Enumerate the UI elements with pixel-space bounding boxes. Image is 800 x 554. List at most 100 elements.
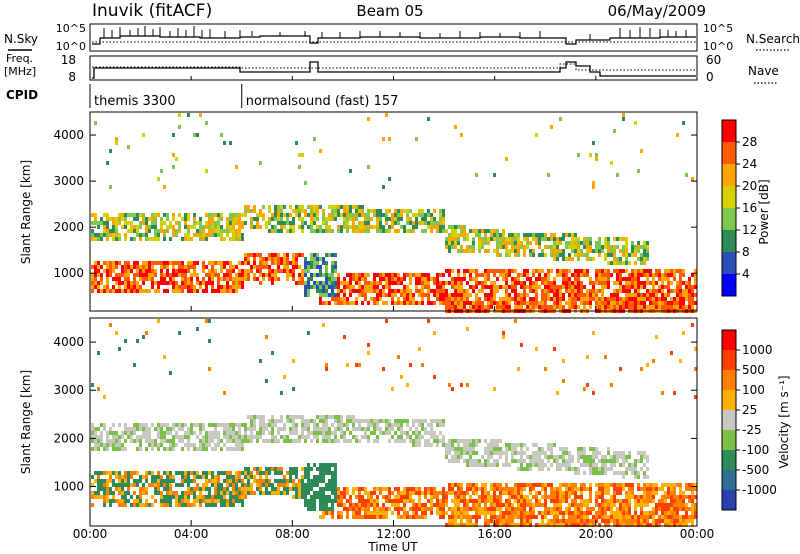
heatmap-cell: [199, 229, 202, 233]
heatmap-cell: [412, 511, 415, 515]
heatmap-cell: [607, 253, 610, 257]
heatmap-cell: [391, 511, 394, 515]
heatmap-cell: [535, 237, 538, 241]
heatmap-cell: [580, 499, 583, 503]
heatmap-cell: [601, 277, 604, 281]
heatmap-cell: [442, 487, 445, 491]
heatmap-cell: [196, 475, 199, 479]
heatmap-cell: [136, 423, 139, 427]
heatmap-cell: [448, 273, 451, 277]
heatmap-cell: [454, 225, 457, 229]
heatmap-cell: [208, 225, 211, 229]
heatmap-cell: [604, 281, 607, 285]
heatmap-cell: [211, 499, 214, 503]
heatmap-cell: [625, 495, 628, 499]
heatmap-cell: [664, 285, 667, 289]
heatmap-cell: [340, 229, 343, 233]
heatmap-cell: [142, 487, 145, 491]
heatmap-cell: [568, 451, 571, 455]
heatmap-cell: [214, 447, 217, 451]
heatmap-cell: [190, 281, 193, 285]
heatmap-cell: [244, 277, 247, 281]
heatmap-cell: [115, 225, 118, 229]
heatmap-cell: [388, 217, 391, 221]
heatmap-cell: [598, 515, 601, 519]
heatmap-cell: [250, 253, 253, 257]
heatmap-cell: [607, 273, 610, 277]
heatmap-cell: [349, 495, 352, 499]
heatmap-cell: [631, 245, 634, 249]
heatmap-cell: [262, 257, 265, 261]
heatmap-cell: [466, 269, 469, 273]
heatmap-cell: [160, 261, 163, 265]
heatmap-cell: [445, 269, 448, 273]
heatmap-cell: [520, 499, 523, 503]
heatmap-cell: [475, 297, 478, 301]
heatmap-cell: [457, 237, 460, 241]
heatmap-cell: [691, 523, 694, 527]
heatmap-cell: [604, 455, 607, 459]
heatmap-cell: [316, 475, 319, 479]
heatmap-cell: [250, 491, 253, 495]
heatmap-cell: [238, 213, 241, 217]
heatmap-cell: [664, 515, 667, 519]
heatmap-cell: [148, 435, 151, 439]
heatmap-cell: [385, 217, 388, 221]
heatmap-cell: [559, 483, 562, 487]
heatmap-cell: [340, 431, 343, 435]
heatmap-cell: [286, 213, 289, 217]
heatmap-cell: [328, 439, 331, 443]
heatmap-cell: [130, 229, 133, 233]
heatmap-cell: [184, 277, 187, 281]
heatmap-cell: [127, 435, 130, 439]
heatmap-cell: [691, 487, 694, 491]
heatmap-cell: [322, 479, 325, 483]
heatmap-cell: [496, 499, 499, 503]
heatmap-cell: [322, 511, 325, 515]
heatmap-cell: [187, 281, 190, 285]
heatmap-cell: [598, 241, 601, 245]
heatmap-cell: [622, 261, 625, 265]
heatmap-cell: [235, 213, 238, 217]
heatmap-cell: [520, 507, 523, 511]
heatmap-cell: [166, 483, 169, 487]
heatmap-cell: [355, 427, 358, 431]
heatmap-cell: [268, 467, 271, 471]
heatmap-cell: [493, 463, 496, 467]
heatmap-cell: [385, 495, 388, 499]
heatmap-cell: [319, 281, 322, 285]
heatmap-cell: [487, 491, 490, 495]
heatmap-cell: [589, 241, 592, 245]
heatmap-cell: [658, 305, 661, 309]
heatmap-cell: [355, 507, 358, 511]
heatmap-cell: [364, 499, 367, 503]
heatmap-cell: [295, 491, 298, 495]
heatmap-cell: [280, 427, 283, 431]
heatmap-cell: [349, 293, 352, 297]
heatmap-cell: [325, 261, 328, 265]
heatmap-cell: [364, 431, 367, 435]
heatmap-cell: [319, 471, 322, 475]
heatmap-cell: [247, 205, 250, 209]
heatmap-cell: [178, 483, 181, 487]
heatmap-cell: [442, 285, 445, 289]
heatmap-cell: [514, 443, 517, 447]
heatmap-cell: [457, 459, 460, 463]
heatmap-cell: [691, 305, 694, 309]
heatmap-cell: [211, 471, 214, 475]
heatmap-cell: [475, 499, 478, 503]
heatmap-cell: [382, 367, 385, 371]
heatmap-cell: [268, 221, 271, 225]
colorbar-segment: [722, 120, 736, 143]
heatmap-cell: [448, 269, 451, 273]
heatmap-cell: [160, 269, 163, 273]
heatmap-cell: [196, 229, 199, 233]
heatmap-cell: [646, 245, 649, 249]
heatmap-cell: [109, 233, 112, 237]
heatmap-cell: [277, 483, 280, 487]
heatmap-cell: [622, 519, 625, 523]
heatmap-cell: [271, 273, 274, 277]
heatmap-cell: [235, 479, 238, 483]
